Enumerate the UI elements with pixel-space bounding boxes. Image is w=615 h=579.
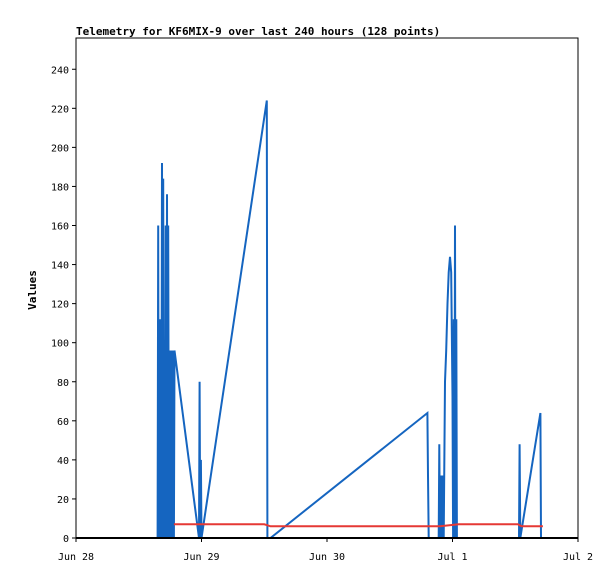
y-axis: 0 20 40 60 80 100 120 140 160 180 200 220 240 (51, 65, 76, 545)
y-tick-label: 120 (51, 300, 69, 311)
y-tick-label: 80 (57, 378, 69, 389)
x-tick-label: Jun 28 (58, 552, 94, 563)
series-line-1 (156, 100, 542, 539)
x-axis: Jun 28 Jun 29 Jun 30 Jul 1 Jul 2 (58, 538, 593, 563)
series-group (76, 100, 578, 539)
y-tick-label: 40 (57, 456, 69, 467)
y-tick-label: 160 (51, 222, 69, 233)
series-line-2 (173, 523, 543, 528)
y-tick-label: 0 (63, 534, 69, 545)
y-tick-label: 200 (51, 143, 69, 154)
y-tick-label: 240 (51, 65, 69, 76)
y-tick-label: 180 (51, 182, 69, 193)
x-tick-label: Jul 2 (563, 552, 593, 563)
y-tick-label: 60 (57, 417, 69, 428)
x-tick-label: Jun 29 (183, 552, 219, 563)
x-tick-label: Jul 1 (437, 552, 467, 563)
plot-frame (75, 37, 579, 539)
y-tick-label: 20 (57, 495, 69, 506)
x-tick-label: Jun 30 (309, 552, 345, 563)
y-axis-label: Values (26, 270, 39, 310)
y-tick-label: 220 (51, 104, 69, 115)
y-tick-label: 100 (51, 339, 69, 350)
y-tick-label: 140 (51, 261, 69, 272)
chart-title: Telemetry for KF6MIX-9 over last 240 hou… (76, 25, 440, 38)
